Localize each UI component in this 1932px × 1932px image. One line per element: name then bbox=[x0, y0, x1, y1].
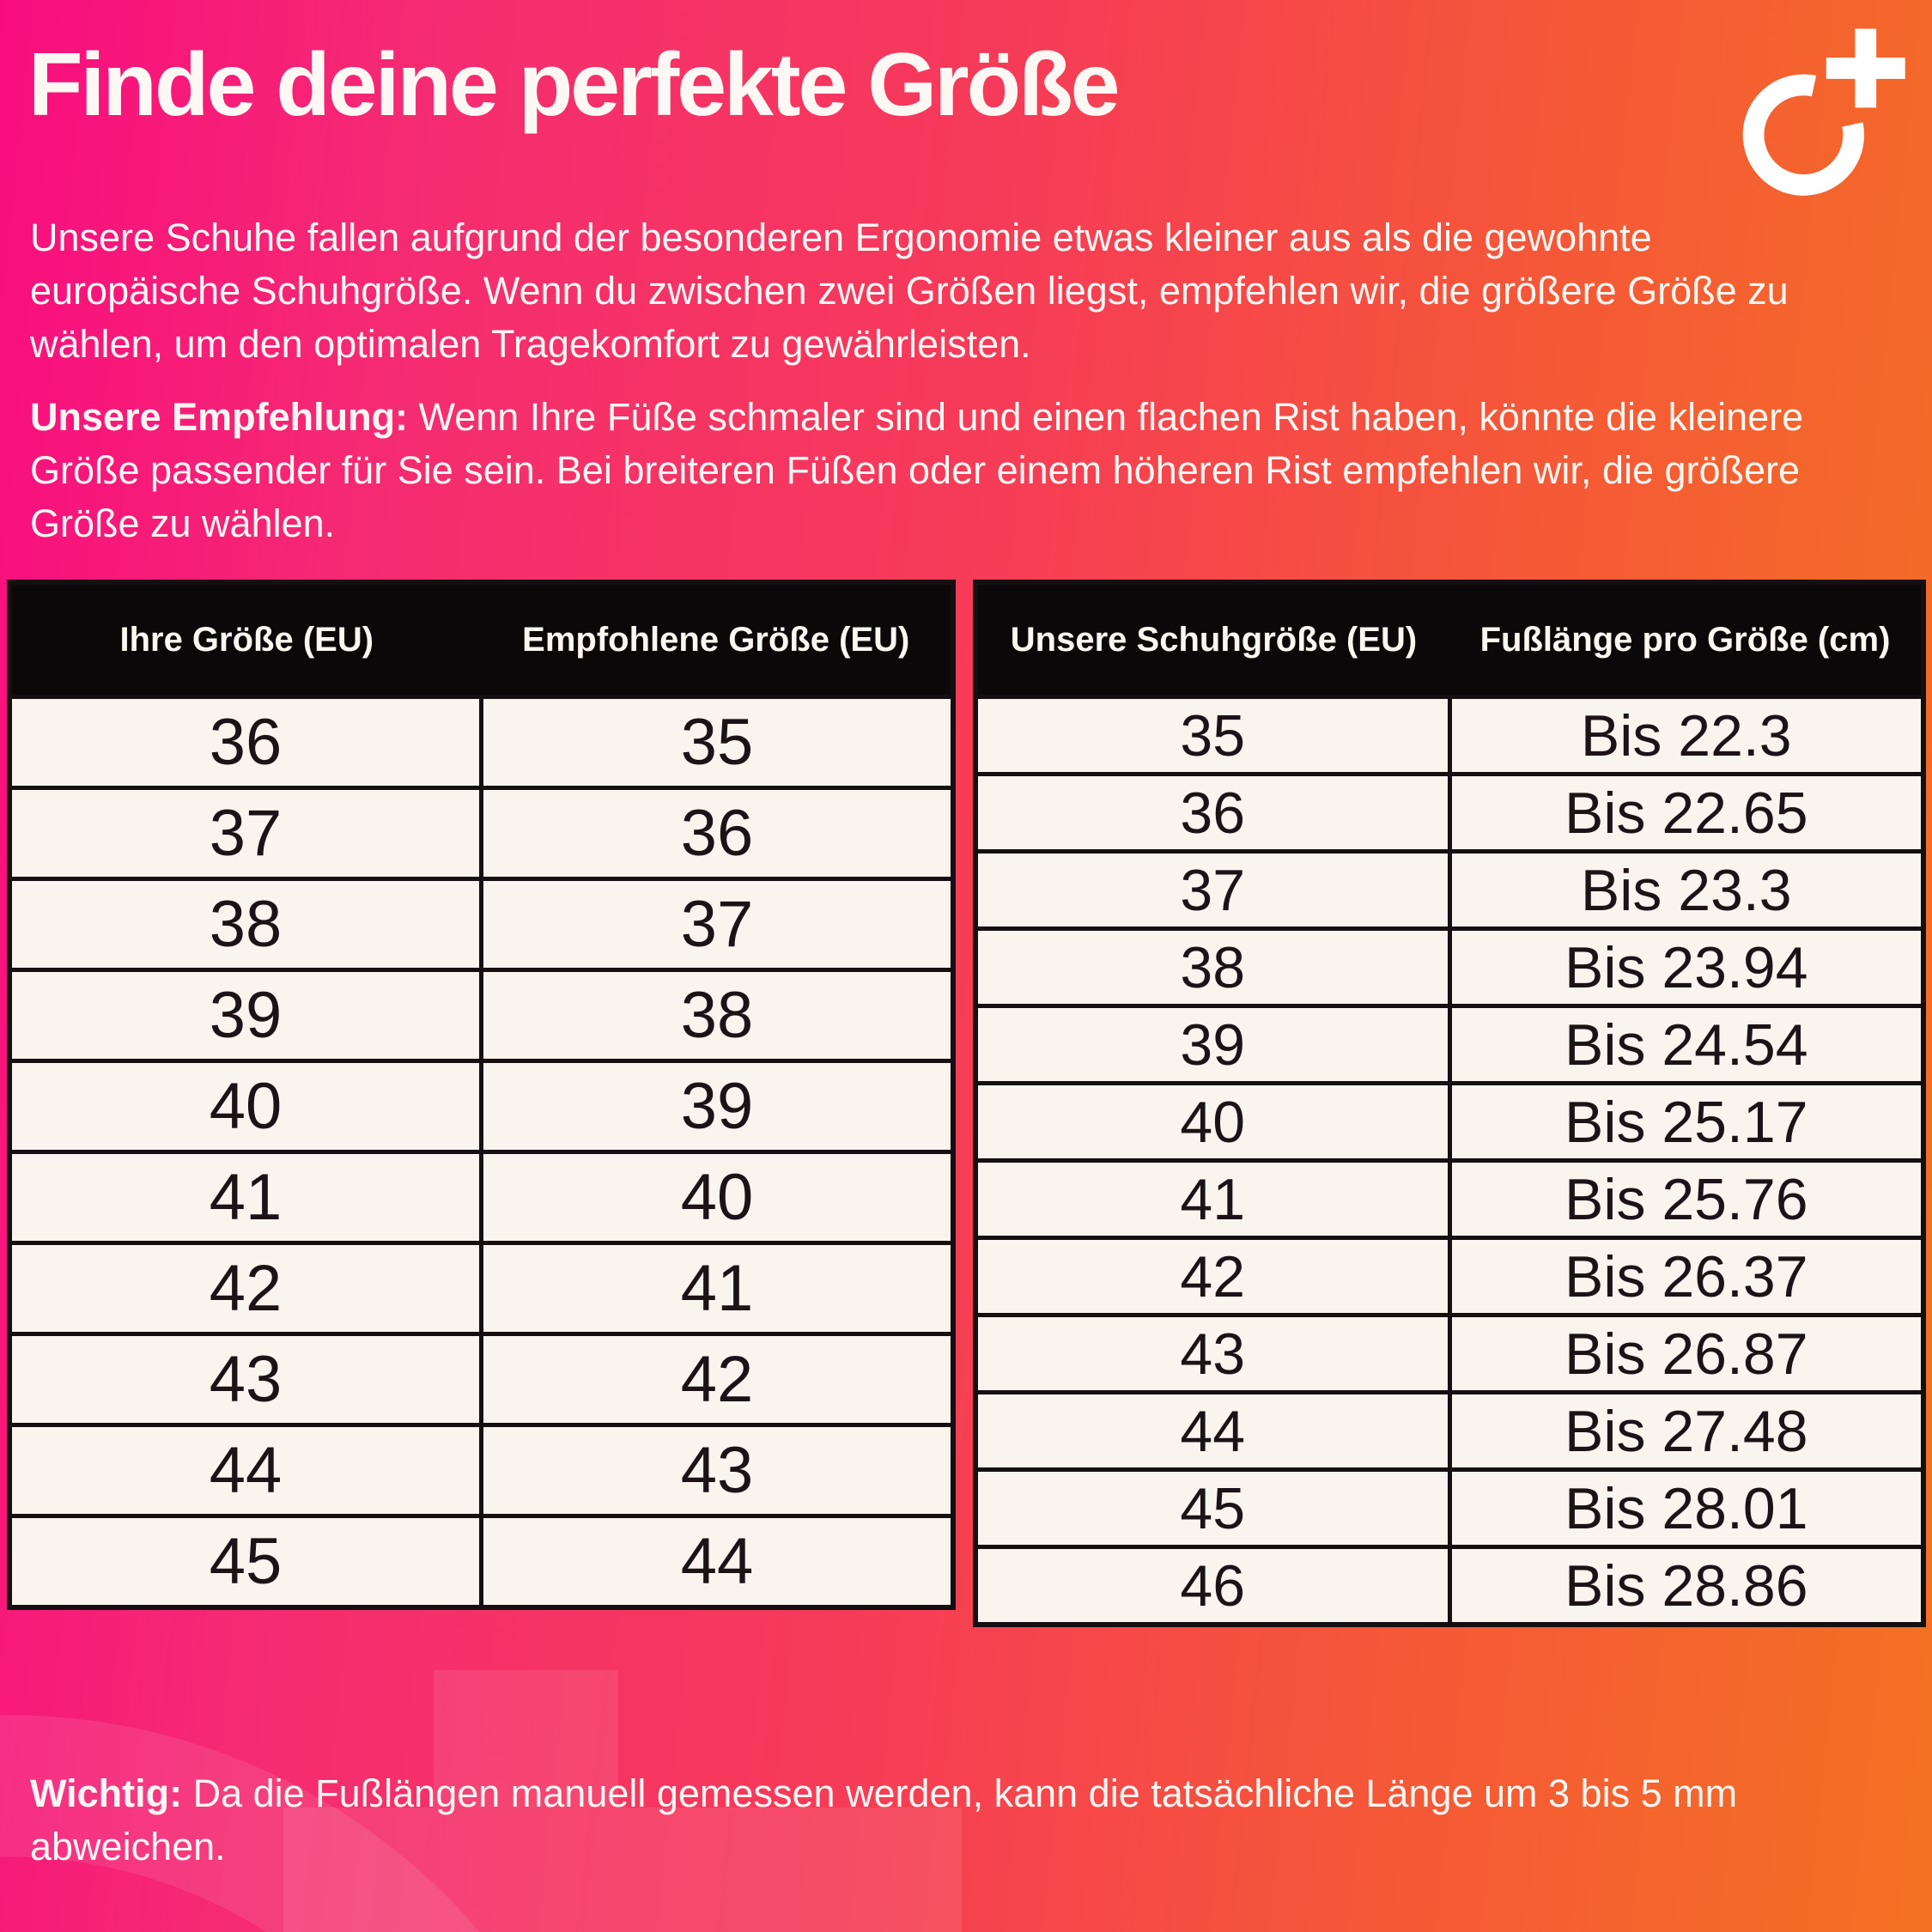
table-cell: 42 bbox=[7, 1241, 483, 1336]
table-cell: 39 bbox=[973, 1004, 1452, 1085]
table-cell: 44 bbox=[479, 1514, 956, 1610]
table-row: 41 40 bbox=[7, 1150, 956, 1245]
table-row: 40 Bis 25.17 bbox=[973, 1081, 1926, 1163]
table-cell: 40 bbox=[973, 1081, 1452, 1163]
recommended-size-table-header: Ihre Größe (EU) Empfohlene Größe (EU) bbox=[9, 582, 953, 697]
table-row: 40 39 bbox=[7, 1059, 956, 1154]
table-row: 44 Bis 27.48 bbox=[973, 1390, 1926, 1472]
recommendation-paragraph: Unsere Empfehlung: Wenn Ihre Füße schmal… bbox=[30, 391, 1807, 550]
recommended-size-table: Ihre Größe (EU) Empfohlene Größe (EU) 36 3… bbox=[7, 580, 956, 1610]
table-row: 37 Bis 23.3 bbox=[973, 849, 1926, 931]
table-row: 41 Bis 25.76 bbox=[973, 1158, 1926, 1240]
table-cell: 36 bbox=[973, 772, 1452, 854]
table-cell: Bis 28.01 bbox=[1447, 1467, 1926, 1549]
table-cell: Bis 26.37 bbox=[1447, 1236, 1926, 1317]
table-row: 36 35 bbox=[7, 695, 956, 790]
table-cell: 43 bbox=[479, 1423, 956, 1518]
note-paragraph: Wichtig: Da die Fußlängen manuell gemess… bbox=[30, 1767, 1807, 1874]
foot-length-table: Unsere Schuhgröße (EU) Fußlänge pro Größe… bbox=[973, 580, 1926, 1627]
logo-ring bbox=[1742, 74, 1865, 196]
table-cell: 45 bbox=[973, 1467, 1452, 1549]
table-row: 38 Bis 23.94 bbox=[973, 927, 1926, 1008]
intro-paragraph: Unsere Schuhe fallen aufgrund der besond… bbox=[30, 211, 1807, 371]
table-row: 46 Bis 28.86 bbox=[973, 1545, 1926, 1627]
table-row: 39 38 bbox=[7, 968, 956, 1063]
table-row: 45 44 bbox=[7, 1514, 956, 1610]
recommendation-text: Wenn Ihre Füße schmaler sind und einen f… bbox=[30, 395, 1804, 546]
intro-text: Unsere Schuhe fallen aufgrund der besond… bbox=[30, 216, 1789, 367]
table-cell: 41 bbox=[973, 1158, 1452, 1240]
foot-length-table-header: Unsere Schuhgröße (EU) Fußlänge pro Größe… bbox=[975, 582, 1923, 697]
table-cell: 42 bbox=[479, 1332, 956, 1427]
table-cell: 36 bbox=[7, 695, 483, 790]
table-cell: 44 bbox=[7, 1423, 483, 1518]
table-cell: 42 bbox=[973, 1236, 1452, 1317]
table-cell: 39 bbox=[479, 1059, 956, 1154]
foot-length-table-body: 35 Bis 22.3 36 Bis 22.65 37 Bis 23.3 38 Bis 23.… bbox=[973, 695, 1926, 1627]
size-tables-section: Ihre Größe (EU) Empfohlene Größe (EU) 36 3… bbox=[7, 580, 1926, 1627]
column-header: Fußlänge pro Größe (cm) bbox=[1449, 582, 1923, 697]
table-cell: 41 bbox=[479, 1241, 956, 1336]
table-cell: 41 bbox=[7, 1150, 483, 1245]
table-cell: 38 bbox=[479, 968, 956, 1063]
table-cell: Bis 28.86 bbox=[1447, 1545, 1926, 1627]
table-row: 43 42 bbox=[7, 1332, 956, 1427]
table-cell: 38 bbox=[973, 927, 1452, 1008]
table-cell: 40 bbox=[479, 1150, 956, 1245]
table-cell: Bis 26.87 bbox=[1447, 1313, 1926, 1394]
column-header: Unsere Schuhgröße (EU) bbox=[975, 582, 1449, 697]
column-header: Empfohlene Größe (EU) bbox=[481, 582, 953, 697]
table-cell: 44 bbox=[973, 1390, 1452, 1472]
note-label: Wichtig: bbox=[30, 1771, 183, 1815]
table-cell: 43 bbox=[973, 1313, 1452, 1394]
table-cell: Bis 24.54 bbox=[1447, 1004, 1926, 1085]
table-cell: Bis 27.48 bbox=[1447, 1390, 1926, 1472]
table-cell: 37 bbox=[7, 786, 483, 881]
table-cell: 37 bbox=[479, 877, 956, 972]
table-row: 35 Bis 22.3 bbox=[973, 695, 1926, 776]
note-text: Da die Fußlängen manuell gemessen werden… bbox=[30, 1771, 1738, 1869]
table-row: 44 43 bbox=[7, 1423, 956, 1518]
table-row: 38 37 bbox=[7, 877, 956, 972]
table-cell: 35 bbox=[973, 695, 1452, 776]
table-cell: 36 bbox=[479, 786, 956, 881]
recommended-size-table-body: 36 35 37 36 38 37 39 38 40 39 41 40 42 41 43 42 44 43 45 44 bbox=[7, 695, 956, 1610]
table-cell: 40 bbox=[7, 1059, 483, 1154]
table-cell: 46 bbox=[973, 1545, 1452, 1627]
table-row: 36 Bis 22.65 bbox=[973, 772, 1926, 854]
table-row: 43 Bis 26.87 bbox=[973, 1313, 1926, 1394]
table-cell: 38 bbox=[7, 877, 483, 972]
table-cell: Bis 25.17 bbox=[1447, 1081, 1926, 1163]
table-cell: 45 bbox=[7, 1514, 483, 1610]
table-cell: 35 bbox=[479, 695, 956, 790]
logo-plus bbox=[1826, 28, 1905, 108]
table-cell: 37 bbox=[973, 849, 1452, 931]
table-cell: Bis 22.3 bbox=[1447, 695, 1926, 776]
table-cell: Bis 22.65 bbox=[1447, 772, 1926, 854]
table-row: 42 Bis 26.37 bbox=[973, 1236, 1926, 1317]
table-cell: 39 bbox=[7, 968, 483, 1063]
column-header: Ihre Größe (EU) bbox=[9, 582, 482, 697]
table-cell: Bis 25.76 bbox=[1447, 1158, 1926, 1240]
table-row: 39 Bis 24.54 bbox=[973, 1004, 1926, 1085]
recommendation-label: Unsere Empfehlung: bbox=[30, 395, 409, 439]
brand-logo-circle-plus-icon bbox=[1742, 28, 1905, 196]
page-title: Finde deine perfekte Größe bbox=[28, 35, 1121, 135]
table-row: 42 41 bbox=[7, 1241, 956, 1336]
table-cell: 43 bbox=[7, 1332, 483, 1427]
table-row: 45 Bis 28.01 bbox=[973, 1467, 1926, 1549]
table-row: 37 36 bbox=[7, 786, 956, 881]
table-cell: Bis 23.3 bbox=[1447, 849, 1926, 931]
table-cell: Bis 23.94 bbox=[1447, 927, 1926, 1008]
